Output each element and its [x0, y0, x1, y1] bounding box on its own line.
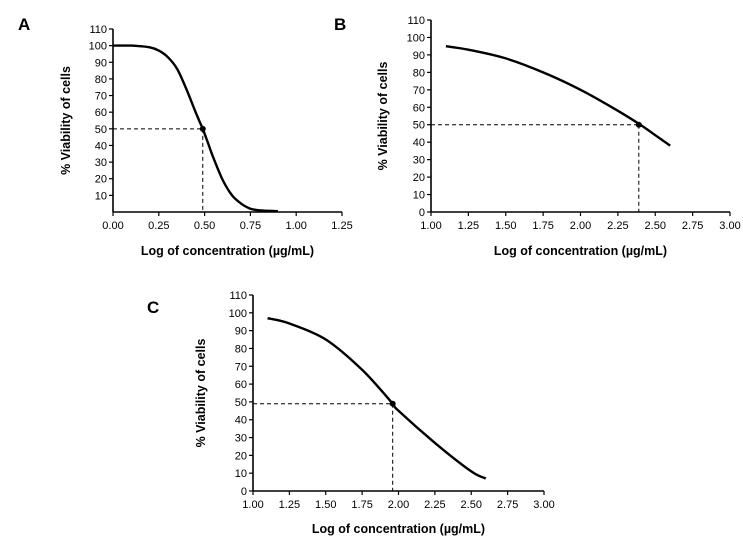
chart-panel-b: B 0 10 20 30 40 50 60 70 80 90 100 110 1.00 1.25 1.50 1.…: [334, 15, 741, 258]
x-tick-label: 1.00: [420, 220, 441, 232]
y-tick-label: 50: [95, 124, 107, 136]
y-tick-label: 100: [89, 41, 107, 53]
x-tick-label: 1.75: [351, 499, 372, 511]
y-tick-label: 90: [95, 57, 107, 69]
y-axis-title: % Viability of cells: [194, 339, 208, 448]
x-tick-label: 2.75: [682, 220, 703, 232]
y-tick-label: 50: [413, 120, 425, 132]
y-tick-label: 50: [235, 397, 247, 409]
x-tick-label: 1.00: [285, 220, 306, 232]
x-tick-label: 1.75: [532, 220, 553, 232]
y-tick-label: 100: [407, 32, 425, 44]
y-tick-label: 30: [235, 433, 247, 445]
ic50-point: [635, 121, 642, 128]
y-tick-label: 100: [229, 308, 247, 320]
x-tick-label: 1.25: [331, 220, 352, 232]
y-tick-label: 10: [95, 190, 107, 202]
y-tick-label: 60: [95, 107, 107, 119]
y-tick-label: 80: [95, 74, 107, 86]
x-tick-label: 2.50: [645, 220, 666, 232]
y-tick-label: 40: [95, 140, 107, 152]
x-axis-title: Log of concentration (µg/mL): [141, 244, 314, 258]
y-tick-label: 110: [407, 15, 425, 27]
x-tick-label: 3.00: [533, 499, 554, 511]
y-tick-label: 60: [235, 379, 247, 391]
y-tick-label: 110: [229, 290, 247, 302]
series-line: [445, 45, 671, 147]
y-axis-title: % Viability of cells: [59, 66, 73, 175]
x-tick-label: 2.75: [497, 499, 518, 511]
x-axis-title: Log of concentration (µg/mL): [312, 522, 485, 536]
y-tick-label: 70: [413, 85, 425, 97]
y-tick-label: 80: [413, 67, 425, 79]
panel-label: A: [18, 15, 30, 34]
ic50-point: [199, 125, 206, 132]
x-tick-label: 0.50: [194, 220, 215, 232]
y-tick-label: 80: [235, 343, 247, 355]
y-tick-label: 90: [413, 50, 425, 62]
chart-panel-a: A 10 20 30 40 50 60 70 80 90 100 110 0.00 0.25 0.50 0.7…: [18, 15, 353, 258]
x-tick-label: 2.00: [388, 499, 409, 511]
x-tick-label: 0.75: [240, 220, 261, 232]
x-tick-label: 0.25: [148, 220, 169, 232]
x-tick-label: 2.25: [424, 499, 445, 511]
y-tick-label: 10: [235, 468, 247, 480]
x-tick-label: 1.00: [242, 499, 263, 511]
x-tick-label: 1.25: [279, 499, 300, 511]
x-tick-label: 2.50: [461, 499, 482, 511]
y-tick-label: 0: [419, 207, 425, 219]
ic50-point: [389, 400, 396, 407]
chart-panel-c: C 0 10 20 30 40 50 60 70 80 90 100 110 1.00 1.25 1.50 1.…: [147, 290, 555, 536]
x-tick-label: 0.00: [102, 220, 123, 232]
y-tick-label: 40: [235, 415, 247, 427]
x-tick-label: 1.50: [315, 499, 336, 511]
y-tick-label: 110: [89, 24, 107, 36]
x-tick-label: 2.25: [607, 220, 628, 232]
series-line: [267, 317, 487, 480]
y-tick-label: 10: [413, 190, 425, 202]
y-tick-label: 40: [413, 137, 425, 149]
y-tick-label: 60: [413, 102, 425, 114]
y-tick-label: 20: [413, 172, 425, 184]
y-tick-label: 20: [95, 174, 107, 186]
y-tick-label: 30: [95, 157, 107, 169]
y-tick-label: 70: [235, 361, 247, 373]
panel-label: C: [147, 298, 159, 317]
y-tick-label: 90: [235, 326, 247, 338]
x-tick-label: 1.25: [458, 220, 479, 232]
series-line: [112, 44, 278, 213]
panel-label: B: [334, 15, 346, 34]
x-tick-label: 1.50: [495, 220, 516, 232]
x-axis-title: Log of concentration (µg/mL): [494, 244, 667, 258]
y-tick-label: 70: [95, 91, 107, 103]
x-tick-label: 3.00: [719, 220, 740, 232]
y-tick-label: 20: [235, 450, 247, 462]
y-tick-label: 0: [241, 486, 247, 498]
x-tick-label: 2.00: [570, 220, 591, 232]
y-tick-label: 30: [413, 155, 425, 167]
y-axis-title: % Viability of cells: [376, 62, 390, 171]
